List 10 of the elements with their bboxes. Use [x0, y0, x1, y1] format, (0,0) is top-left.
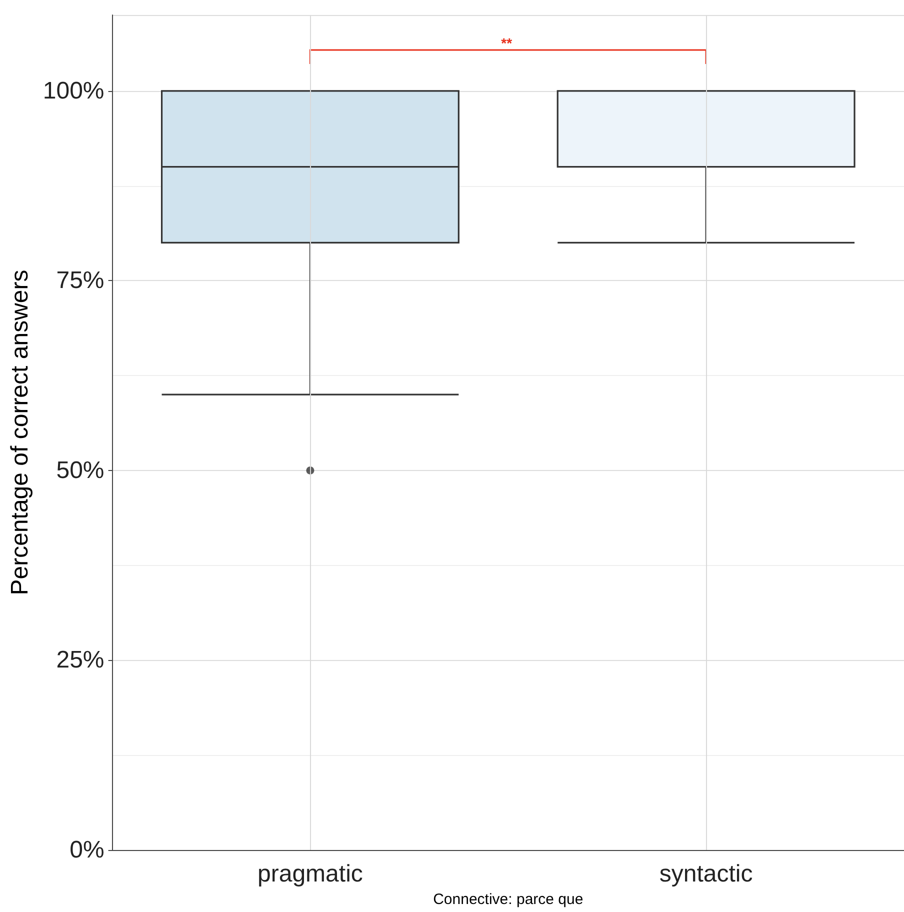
y-axis-title: Percentage of correct answers — [6, 270, 34, 596]
x-axis-title: Connective: parce que — [433, 891, 584, 908]
y-tick-label: 75% — [56, 267, 104, 294]
y-tick-label: 50% — [56, 456, 104, 484]
y-tick-label: 0% — [70, 836, 104, 864]
y-tick-label: 100% — [42, 77, 104, 104]
x-tick-label: syntactic — [659, 860, 753, 888]
y-tick-label: 25% — [56, 646, 104, 674]
annotation: ** — [501, 35, 513, 51]
x-tick-label: pragmatic — [258, 860, 363, 888]
